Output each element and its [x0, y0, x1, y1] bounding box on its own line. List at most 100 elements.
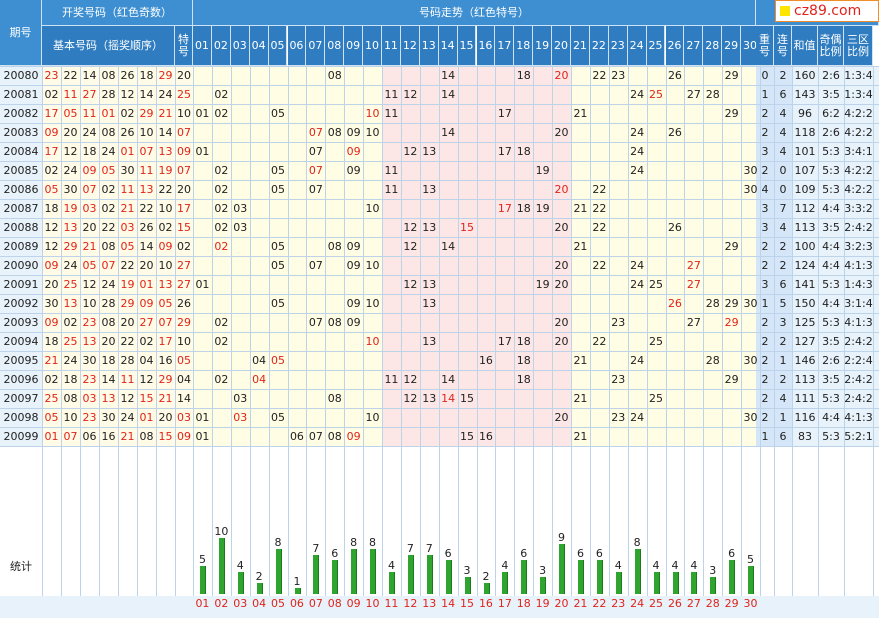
stat-oe: 5:3: [822, 392, 840, 405]
draw-number: 03: [120, 221, 135, 234]
trend-special-number: 17: [497, 202, 512, 215]
draw-number: 28: [101, 88, 116, 101]
trend-number: 30: [743, 411, 758, 424]
col-line: [118, 66, 119, 596]
stat-repeat: 1: [761, 430, 769, 443]
stat-bar-16: [483, 582, 490, 594]
trend-number: 16: [478, 430, 493, 443]
stat-cons: 2: [779, 259, 787, 272]
col-line: [818, 66, 819, 596]
stat-bar-10: [370, 549, 377, 594]
stat-cons: 0: [779, 164, 787, 177]
special-number: 04: [177, 373, 191, 386]
draw-number: 02: [158, 221, 173, 234]
draw-number: 18: [101, 354, 116, 367]
col-line: [627, 66, 629, 596]
draw-number: 20: [101, 335, 116, 348]
trend-number: 20: [554, 278, 569, 291]
special-number: 29: [177, 316, 191, 329]
stat-bar-08: [332, 560, 339, 594]
draw-number: 24: [63, 164, 78, 177]
trend-number: 26: [667, 126, 682, 139]
trend-number: 24: [630, 164, 645, 177]
stat-bar-11: [389, 571, 395, 594]
trend-number: 09: [346, 259, 361, 272]
draw-number: 05: [101, 164, 116, 177]
period-cell: 20082: [3, 107, 39, 120]
trend-number: 13: [422, 183, 437, 196]
draw-number: 18: [139, 69, 154, 82]
stat-oe: 3:5: [822, 221, 840, 234]
trend-number: 09: [346, 164, 361, 177]
trend-number: 20: [554, 221, 569, 234]
draw-number: 22: [120, 335, 135, 348]
stat-zone: 3:4:1: [844, 145, 873, 158]
draw-number: 21: [120, 202, 135, 215]
stat-cons: 5: [779, 297, 787, 310]
draw-number: 19: [158, 164, 173, 177]
trend-number: 05: [271, 164, 286, 177]
stat-bar-25: [653, 571, 660, 594]
trend-number: 12: [403, 278, 418, 291]
header-repeat: 重号: [756, 26, 774, 66]
stat-bar-17: [502, 571, 509, 594]
period-cell: 20081: [3, 88, 39, 101]
logo-text: cz89.com: [794, 3, 862, 19]
trend-number: 10: [365, 126, 380, 139]
trend-special-number: 07: [308, 164, 323, 177]
stat-repeat: 2: [761, 411, 769, 424]
stat-repeat: 1: [761, 88, 769, 101]
trend-number: 05: [271, 240, 286, 253]
trend-number: 11: [384, 88, 399, 101]
trend-number: 21: [573, 392, 588, 405]
stat-zone: 4:2:2: [844, 107, 873, 120]
header-col-19: 19: [533, 26, 553, 66]
stat-category-label: 27: [686, 597, 701, 610]
special-number: 10: [177, 107, 191, 120]
stat-sum: 111: [794, 392, 816, 405]
stat-repeat: 2: [761, 126, 769, 139]
trend-number: 22: [592, 69, 607, 82]
col-line: [42, 66, 43, 596]
trend-number: 01: [195, 278, 210, 291]
trend-number: 30: [743, 164, 758, 177]
stat-sum: 127: [794, 335, 816, 348]
draw-number: 26: [139, 221, 154, 234]
draw-number: 19: [63, 202, 78, 215]
stat-zone: 5:2:1: [844, 430, 873, 443]
stat-bar-06: [294, 588, 301, 594]
logo-square-icon: [780, 6, 790, 16]
stat-sum: 125: [794, 316, 816, 329]
stat-category-label: 26: [667, 597, 682, 610]
trend-number: 18: [516, 354, 531, 367]
draw-number: 02: [44, 88, 59, 101]
draw-number: 27: [139, 316, 154, 329]
stat-category-label: 13: [422, 597, 437, 610]
trend-number: 28: [705, 297, 720, 310]
trend-number: 24: [630, 411, 645, 424]
header-col-13: 13: [419, 26, 439, 66]
site-logo[interactable]: cz89.com: [775, 0, 879, 22]
special-number: 14: [177, 392, 191, 405]
trend-number: 28: [705, 88, 720, 101]
stat-sum: 96: [798, 107, 812, 120]
draw-number: 11: [63, 88, 78, 101]
trend-number: 07: [308, 259, 323, 272]
draw-number: 12: [120, 88, 135, 101]
draw-number: 24: [101, 145, 116, 158]
draw-number: 09: [44, 126, 59, 139]
trend-number: 07: [308, 430, 323, 443]
stat-value-label: 5: [747, 553, 755, 566]
period-cell: 20088: [3, 221, 39, 234]
trend-number: 19: [535, 202, 550, 215]
trend-number: 01: [195, 145, 210, 158]
stat-zone: 4:1:3: [844, 316, 873, 329]
col-line: [665, 66, 667, 596]
stat-category-label: 18: [516, 597, 531, 610]
stat-category-label: 23: [611, 597, 626, 610]
special-number: 27: [177, 278, 191, 291]
col-line: [211, 66, 213, 596]
draw-number: 18: [63, 373, 78, 386]
stat-zone: 2:4:2: [844, 392, 873, 405]
